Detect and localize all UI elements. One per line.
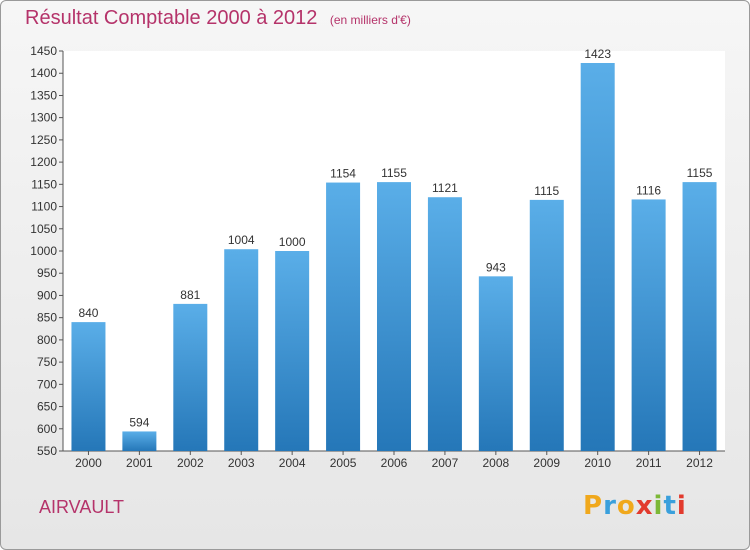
- bar: [173, 303, 208, 451]
- chart-title-block: Résultat Comptable 2000 à 2012 (en milli…: [25, 7, 411, 30]
- bar-value-label: 1155: [381, 166, 407, 180]
- bar-value-label: 594: [129, 415, 149, 429]
- commune-name: AIRVAULT: [39, 497, 125, 517]
- bar-value-label: 1116: [636, 183, 661, 197]
- y-tick-label: 1400: [30, 66, 57, 80]
- bar: [529, 199, 564, 451]
- y-tick-label: 1250: [30, 133, 57, 147]
- x-tick-label: 2010: [584, 456, 611, 470]
- y-tick-label: 1300: [30, 111, 57, 125]
- y-tick-label: 1200: [30, 155, 57, 169]
- x-tick-label: 2006: [381, 456, 408, 470]
- chart-title: Résultat Comptable 2000 à 2012: [25, 7, 318, 29]
- x-tick-label: 2011: [636, 456, 662, 470]
- y-tick-label: 750: [37, 355, 57, 369]
- bar: [631, 199, 666, 451]
- bar: [580, 63, 615, 451]
- bar-value-label: 1154: [330, 167, 356, 181]
- y-tick-label: 700: [37, 377, 57, 391]
- bar-value-label: 840: [78, 306, 98, 320]
- y-tick-label: 1150: [31, 177, 57, 191]
- x-tick-label: 2007: [432, 456, 459, 470]
- bar: [478, 276, 513, 451]
- x-tick-label: 2004: [279, 456, 306, 470]
- bar-value-label: 943: [486, 260, 506, 274]
- y-tick-label: 850: [37, 311, 57, 325]
- y-tick-label: 1350: [30, 88, 57, 102]
- bar-value-label: 1423: [584, 47, 611, 61]
- y-tick-label: 1000: [30, 244, 57, 258]
- x-tick-label: 2005: [330, 456, 357, 470]
- chart-subtitle: (en milliers d'€): [329, 13, 411, 27]
- bar: [682, 182, 717, 451]
- bar-value-label: 1115: [534, 184, 559, 198]
- bar-value-label: 1155: [687, 166, 713, 180]
- y-tick-label: 950: [37, 266, 57, 280]
- bar: [326, 182, 361, 452]
- proxiti-logo: Proxiti: [583, 491, 687, 521]
- y-tick-label: 600: [37, 422, 57, 436]
- x-tick-label: 2000: [75, 456, 102, 470]
- x-tick-label: 2001: [126, 456, 153, 470]
- y-tick-label: 550: [37, 444, 57, 458]
- bar: [377, 182, 411, 451]
- bar-value-label: 1121: [432, 181, 458, 195]
- bar-value-label: 1000: [279, 235, 306, 249]
- bar-value-label: 1004: [228, 233, 255, 247]
- x-tick-label: 2008: [482, 456, 509, 470]
- bar: [224, 249, 259, 451]
- y-tick-label: 900: [37, 288, 57, 302]
- y-tick-label: 1100: [31, 200, 57, 214]
- y-tick-label: 1050: [30, 222, 57, 236]
- bar: [122, 431, 157, 451]
- y-tick-label: 1450: [30, 44, 57, 58]
- x-tick-label: 2003: [228, 456, 255, 470]
- x-tick-label: 2009: [533, 456, 560, 470]
- y-tick-label: 650: [37, 400, 57, 414]
- bar: [71, 322, 106, 451]
- x-tick-label: 2012: [686, 456, 713, 470]
- bar-value-label: 881: [180, 288, 200, 302]
- bar: [427, 197, 462, 451]
- y-tick-label: 800: [37, 333, 57, 347]
- bar: [275, 251, 310, 451]
- x-tick-label: 2002: [177, 456, 204, 470]
